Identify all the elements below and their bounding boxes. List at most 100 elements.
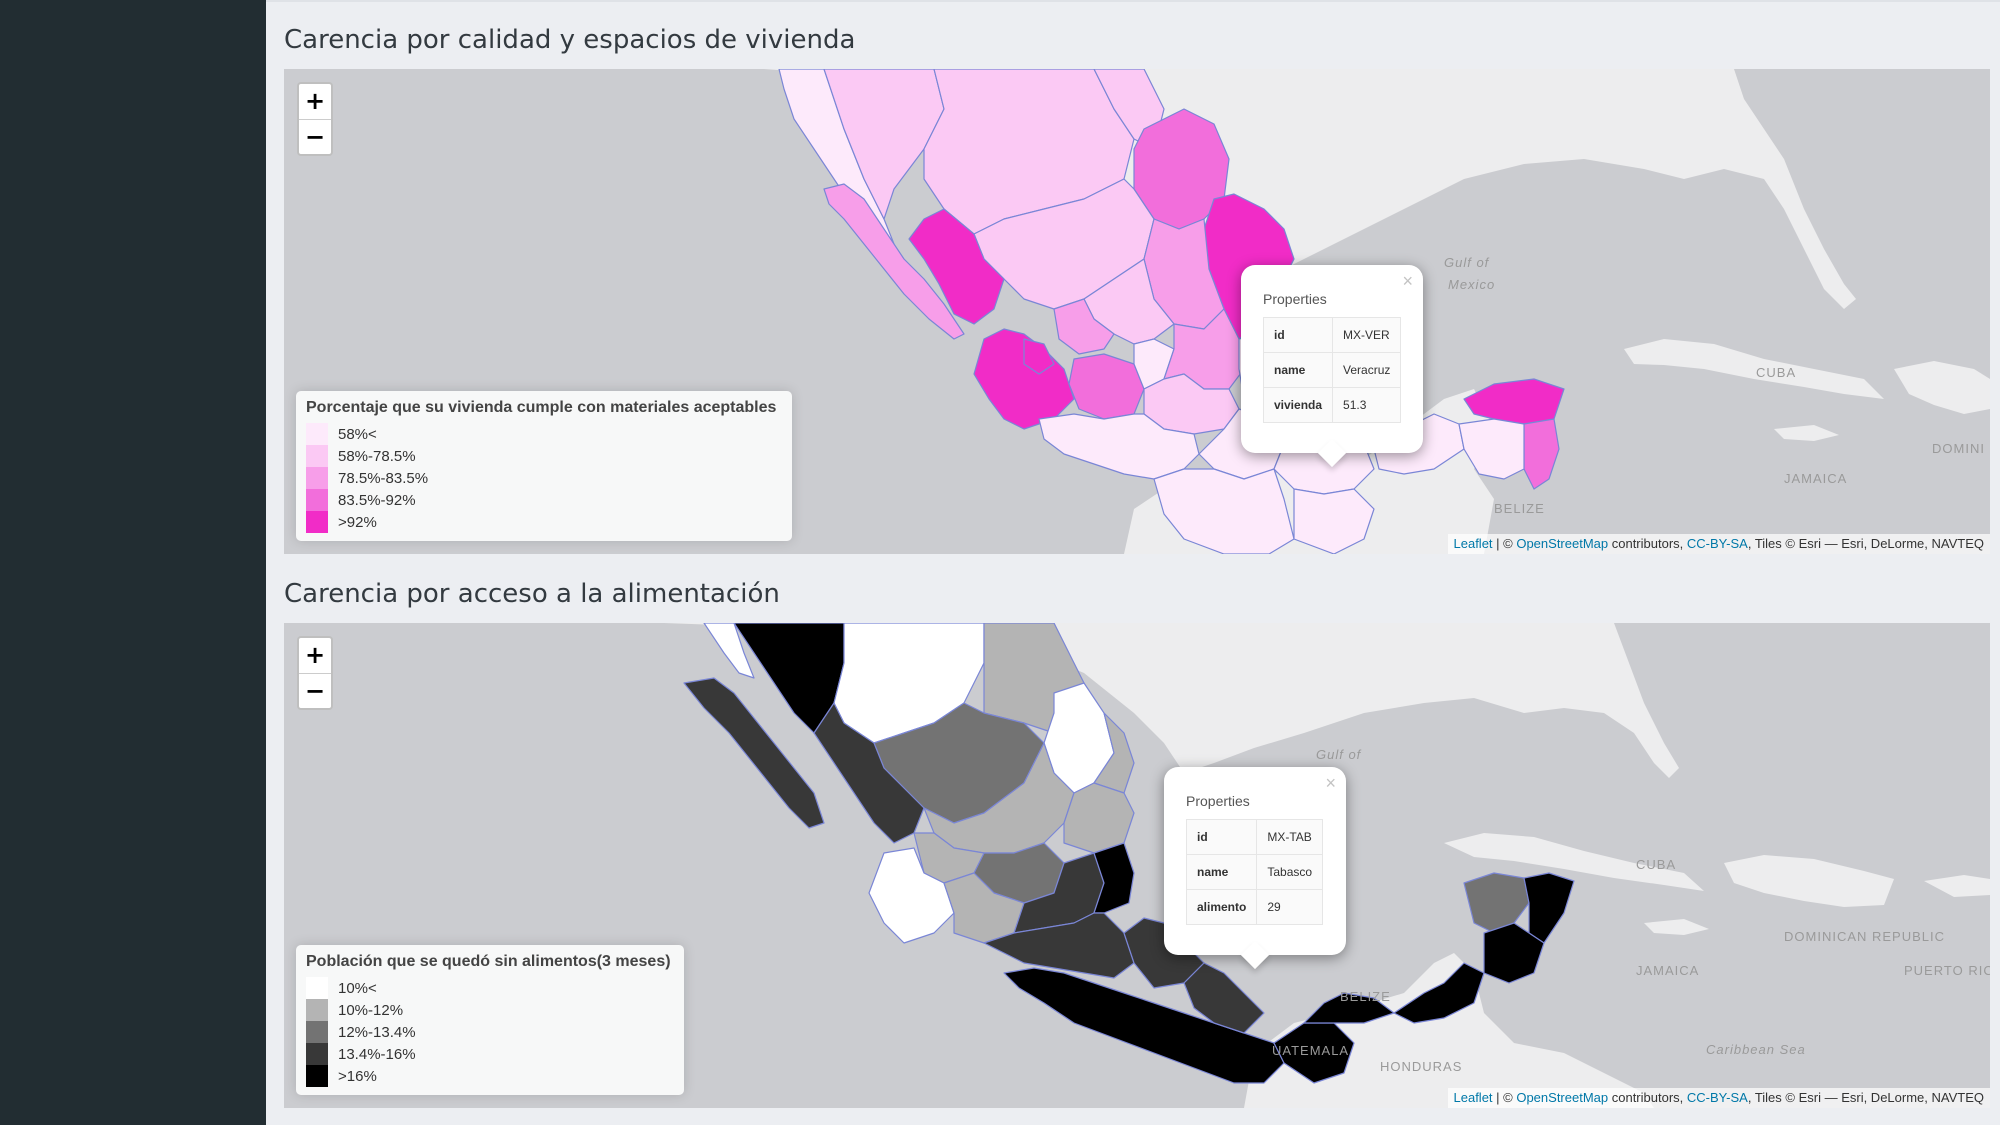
label-cuba: CUBA <box>1636 857 1677 872</box>
label-gulf-of: Gulf of <box>1316 747 1362 762</box>
legend-title: Porcentaje que su vivienda cumple con ma… <box>306 399 777 416</box>
popup-properties-table: id MX-VER name Veracruz vivienda 51.3 <box>1262 317 1402 423</box>
label-caribbean-sea: Caribbean Sea <box>1706 1042 1806 1057</box>
legend-swatch <box>306 445 328 467</box>
zoom-in-button[interactable]: + <box>299 638 331 674</box>
legend-item: 10%< <box>306 977 674 999</box>
property-key: name <box>1185 854 1258 890</box>
leaflet-link[interactable]: Leaflet <box>1453 1090 1493 1105</box>
legend-label: 58%< <box>338 425 377 443</box>
legend-label: >16% <box>338 1067 377 1085</box>
property-key: vivienda <box>1262 387 1334 423</box>
attribution: Leaflet | © OpenStreetMap contributors, … <box>1447 1088 1990 1108</box>
zoom-in-button[interactable]: + <box>299 84 331 120</box>
label-jamaica: JAMAICA <box>1636 963 1700 978</box>
legend-label: 78.5%-83.5% <box>338 469 429 487</box>
legend-label: 12%-13.4% <box>338 1023 416 1041</box>
label-puerto-rico: PUERTO RICO <box>1904 963 1990 978</box>
legend-item: 13.4%-16% <box>306 1043 674 1065</box>
legend-item: >16% <box>306 1065 674 1087</box>
legend: Población que se quedó sin alimentos(3 m… <box>296 945 684 1095</box>
legend-label: >92% <box>338 513 377 531</box>
legend-swatch <box>306 423 328 445</box>
zoom-control: + − <box>297 82 333 156</box>
popup-title: Properties <box>1263 291 1327 307</box>
label-dominican-republic: DOMINICAN REPUBLIC <box>1784 929 1946 944</box>
label-mexico: Mexico <box>1448 277 1496 292</box>
legend-label: 10%< <box>338 979 377 997</box>
legend: Porcentaje que su vivienda cumple con ma… <box>296 391 792 541</box>
legend-label: 10%-12% <box>338 1001 404 1019</box>
property-key: id <box>1185 819 1258 855</box>
legend-item: 58%-78.5% <box>306 445 782 467</box>
osm-link[interactable]: OpenStreetMap <box>1516 1090 1609 1105</box>
popup-close-button[interactable]: × <box>1402 271 1413 291</box>
label-belize: BELIZE <box>1340 989 1391 1004</box>
legend-title: Población que se quedó sin alimentos(3 m… <box>306 953 671 970</box>
legend-swatch <box>306 489 328 511</box>
legend-item: 10%-12% <box>306 999 674 1021</box>
label-belize: BELIZE <box>1494 501 1545 516</box>
table-row: vivienda 51.3 <box>1262 387 1402 423</box>
legend-swatch <box>306 467 328 489</box>
license-link[interactable]: CC-BY-SA <box>1686 536 1748 551</box>
legend-swatch <box>306 999 328 1021</box>
zoom-out-button[interactable]: − <box>304 123 326 151</box>
top-divider <box>266 0 2000 2</box>
property-key: name <box>1262 352 1334 388</box>
legend-label: 83.5%-92% <box>338 491 416 509</box>
property-value: 51.3 <box>1332 387 1402 423</box>
basemap-alimentacion <box>664 623 1990 1108</box>
property-value: Veracruz <box>1332 352 1402 388</box>
property-value: 29 <box>1256 889 1324 925</box>
property-value: Tabasco <box>1256 854 1324 890</box>
legend-item: 83.5%-92% <box>306 489 782 511</box>
sidebar <box>0 0 266 1125</box>
legend-item: 58%< <box>306 423 782 445</box>
leaflet-link[interactable]: Leaflet <box>1453 536 1493 551</box>
section-title-vivienda: Carencia por calidad y espacios de vivie… <box>284 25 856 55</box>
legend-label: 13.4%-16% <box>338 1045 416 1063</box>
property-value: MX-TAB <box>1256 819 1324 855</box>
map-alimentacion[interactable]: Gulf of CUBA DOMINICAN REPUBLIC JAMAICA … <box>284 623 1990 1108</box>
legend-swatch <box>306 977 328 999</box>
label-jamaica: JAMAICA <box>1784 471 1848 486</box>
legend-swatch <box>306 1043 328 1065</box>
popup-title: Properties <box>1186 793 1250 809</box>
attribution-contrib: contributors, <box>1608 1090 1687 1105</box>
attribution-tiles: , Tiles © Esri — Esri, DeLorme, NAVTEQ <box>1747 536 1984 551</box>
feature-popup: × Properties id MX-TAB name Tabasco alimen… <box>1164 767 1346 970</box>
label-honduras: HONDURAS <box>1380 1059 1463 1074</box>
popup-close-button[interactable]: × <box>1325 773 1336 793</box>
legend-item: 12%-13.4% <box>306 1021 674 1043</box>
label-cuba: CUBA <box>1756 365 1797 380</box>
legend-swatch <box>306 511 328 533</box>
legend-label: 58%-78.5% <box>338 447 416 465</box>
property-key: id <box>1262 317 1334 353</box>
osm-link[interactable]: OpenStreetMap <box>1516 536 1609 551</box>
label-guatemala: UATEMALA <box>1272 1043 1350 1058</box>
label-gulf-of: Gulf of <box>1444 255 1490 270</box>
label-dominican: DOMINI <box>1932 441 1985 456</box>
map-vivienda[interactable]: Gulf of Mexico CUBA JAMAICA DOMINI BELIZ… <box>284 69 1990 554</box>
property-value: MX-VER <box>1332 317 1402 353</box>
zoom-out-button[interactable]: − <box>304 677 326 705</box>
attribution-tiles: , Tiles © Esri — Esri, DeLorme, NAVTEQ <box>1747 1090 1984 1105</box>
legend-swatch <box>306 1065 328 1087</box>
license-link[interactable]: CC-BY-SA <box>1686 1090 1748 1105</box>
attribution-contrib: contributors, <box>1608 536 1687 551</box>
table-row: id MX-TAB <box>1185 819 1324 855</box>
zoom-control: + − <box>297 636 333 710</box>
table-row: alimento 29 <box>1185 889 1324 925</box>
attribution-sep: | © <box>1492 1090 1517 1105</box>
section-title-alimentacion: Carencia por acceso a la alimentación <box>284 579 780 609</box>
popup-properties-table: id MX-TAB name Tabasco alimento 29 <box>1185 819 1324 925</box>
legend-swatch <box>306 1021 328 1043</box>
table-row: name Veracruz <box>1262 352 1402 388</box>
table-row: id MX-VER <box>1262 317 1402 353</box>
feature-popup: × Properties id MX-VER name Veracruz vivie… <box>1241 265 1423 468</box>
table-row: name Tabasco <box>1185 854 1324 890</box>
property-key: alimento <box>1185 889 1258 925</box>
legend-item: >92% <box>306 511 782 533</box>
attribution-sep: | © <box>1492 536 1517 551</box>
